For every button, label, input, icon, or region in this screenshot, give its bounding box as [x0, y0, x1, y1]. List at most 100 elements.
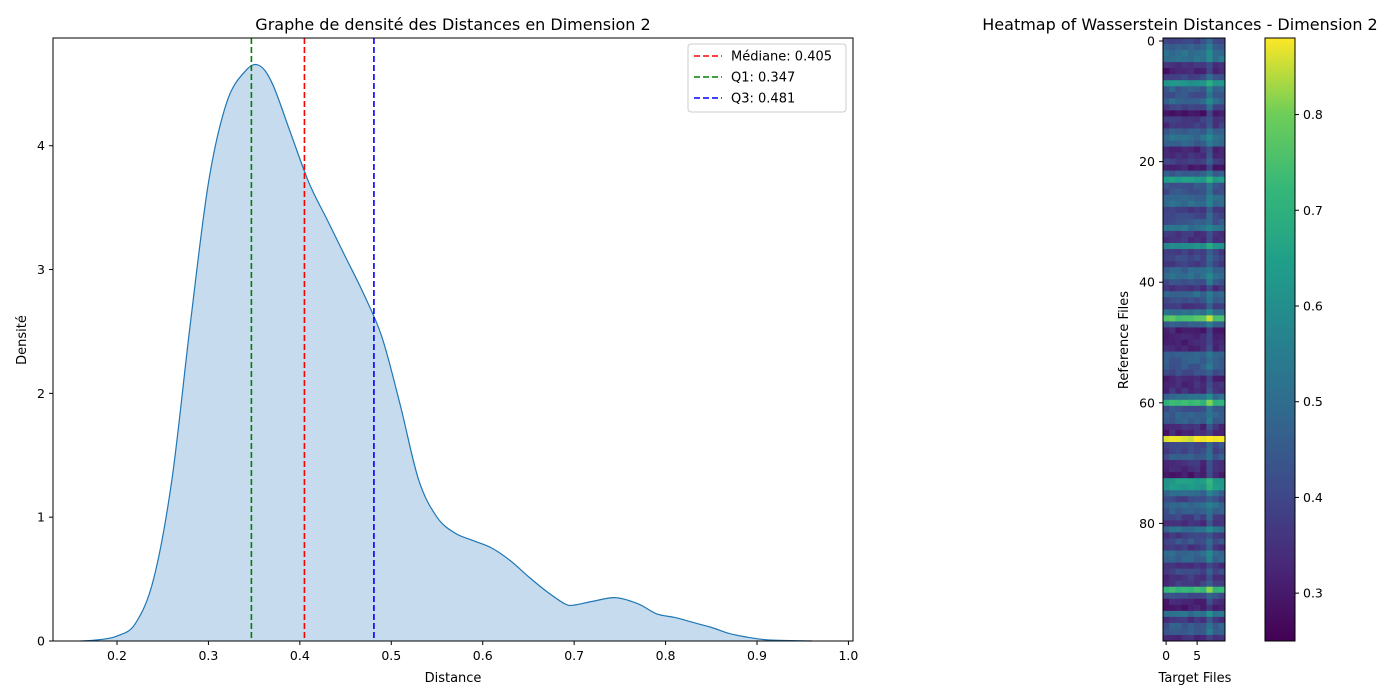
heatmap-cell	[1218, 212, 1226, 220]
x-tick-label: 0.7	[564, 648, 584, 663]
heatmap-cell	[1163, 303, 1170, 310]
heatmap-cell	[1200, 236, 1207, 244]
heatmap-cell	[1194, 610, 1201, 618]
heatmap-cell	[1163, 200, 1170, 208]
heatmap-cell	[1212, 146, 1220, 153]
heatmap-cell	[1200, 580, 1207, 588]
heatmap-cell	[1181, 478, 1189, 485]
heatmap-cell	[1218, 333, 1226, 340]
heatmap-cell	[1163, 134, 1170, 141]
heatmap-cell	[1200, 448, 1207, 455]
x-tick-label: 0.2	[107, 648, 127, 663]
heatmap-cell	[1194, 604, 1201, 612]
heatmap-cell	[1212, 610, 1220, 618]
heatmap-cell	[1175, 574, 1182, 582]
heatmap-cell	[1175, 514, 1182, 521]
heatmap-cell	[1169, 387, 1176, 395]
heatmap-cell	[1187, 345, 1195, 352]
heatmap-cell	[1169, 230, 1176, 238]
heatmap-cell	[1175, 74, 1182, 81]
heatmap-cell	[1187, 375, 1195, 383]
heatmap-cell	[1163, 411, 1170, 419]
heatmap-cell	[1206, 224, 1213, 232]
heatmap-cell	[1194, 622, 1201, 630]
heatmap-cell	[1163, 351, 1170, 358]
heatmap-cell	[1200, 375, 1207, 383]
heatmap-cell	[1200, 297, 1207, 304]
heatmap-cell	[1163, 586, 1170, 594]
heatmap-cell	[1169, 200, 1176, 208]
heatmap-cell	[1175, 182, 1182, 190]
heatmap-cell	[1218, 339, 1226, 346]
heatmap-cell	[1169, 152, 1176, 159]
heatmap-cell	[1206, 544, 1213, 551]
heatmap-cell	[1206, 381, 1213, 389]
heatmap-cell	[1218, 345, 1226, 352]
heatmap-cell	[1218, 610, 1226, 618]
heatmap-cell	[1169, 478, 1176, 485]
heatmap-cell	[1181, 448, 1189, 455]
heatmap-cell	[1194, 345, 1201, 352]
colorbar-tick-label: 0.8	[1303, 107, 1323, 122]
heatmap-cell	[1218, 472, 1226, 479]
heatmap-cell	[1181, 236, 1189, 244]
heatmap-cell	[1181, 303, 1189, 310]
density-curve	[80, 63, 812, 642]
density-legend: Médiane: 0.405 Q1: 0.347 Q3: 0.481	[687, 43, 847, 113]
heatmap-cell	[1200, 574, 1207, 582]
heatmap-cell	[1163, 598, 1170, 606]
heatmap-cell	[1200, 194, 1207, 202]
heatmap-cell	[1218, 164, 1226, 172]
heatmap-cell	[1175, 104, 1182, 111]
heatmap-cell	[1175, 634, 1182, 642]
heatmap-cell	[1200, 224, 1207, 232]
heatmap-cell	[1200, 466, 1207, 473]
heatmap-cell	[1181, 550, 1189, 557]
heatmap-cell	[1194, 309, 1201, 316]
heatmap-cell	[1212, 604, 1220, 612]
heatmap-cell	[1175, 345, 1182, 352]
heatmap-cell	[1181, 387, 1189, 395]
heatmap-cell	[1187, 460, 1195, 467]
heatmap-cell	[1169, 604, 1176, 612]
heatmap-cell	[1218, 315, 1226, 322]
heatmap-cell	[1218, 146, 1226, 153]
heatmap-cell	[1163, 68, 1170, 75]
heatmap-cell	[1206, 339, 1213, 346]
heatmap-cell	[1218, 152, 1226, 159]
heatmap-cell	[1175, 236, 1182, 244]
heatmap-cell	[1187, 140, 1195, 147]
heatmap-cell	[1181, 158, 1189, 166]
heatmap-cell	[1212, 634, 1220, 642]
heatmap-cell	[1175, 291, 1182, 298]
heatmap-cell	[1187, 586, 1195, 594]
heatmap-cell	[1200, 291, 1207, 298]
heatmap-cell	[1181, 279, 1189, 286]
heatmap-cell	[1181, 321, 1189, 328]
heatmap-cell	[1200, 315, 1207, 322]
heatmap-y-tick-label: 20	[1139, 154, 1155, 169]
heatmap-cell	[1169, 104, 1176, 111]
heatmap-cell	[1218, 417, 1226, 425]
heatmap-cell	[1206, 188, 1213, 196]
heatmap-cell	[1175, 68, 1182, 75]
heatmap-cell	[1206, 417, 1213, 425]
heatmap-cell	[1200, 98, 1207, 105]
heatmap-cell	[1194, 369, 1201, 377]
heatmap-cell	[1175, 568, 1182, 576]
heatmap-cell	[1169, 610, 1176, 618]
heatmap-cell	[1169, 176, 1176, 184]
heatmap-cell	[1194, 152, 1201, 159]
heatmap-cell	[1187, 291, 1195, 298]
heatmap-cell	[1175, 303, 1182, 310]
colorbar-tick-label: 0.4	[1303, 490, 1323, 505]
heatmap-cell	[1194, 586, 1201, 594]
heatmap-cell	[1187, 544, 1195, 551]
legend-label-0: Médiane: 0.405	[731, 50, 832, 65]
heatmap-cell	[1218, 622, 1226, 630]
heatmap-cell	[1175, 520, 1182, 527]
heatmap-cell	[1169, 490, 1176, 497]
heatmap-cell	[1218, 496, 1226, 503]
heatmap-cell	[1212, 544, 1220, 551]
heatmap-cell	[1181, 411, 1189, 419]
